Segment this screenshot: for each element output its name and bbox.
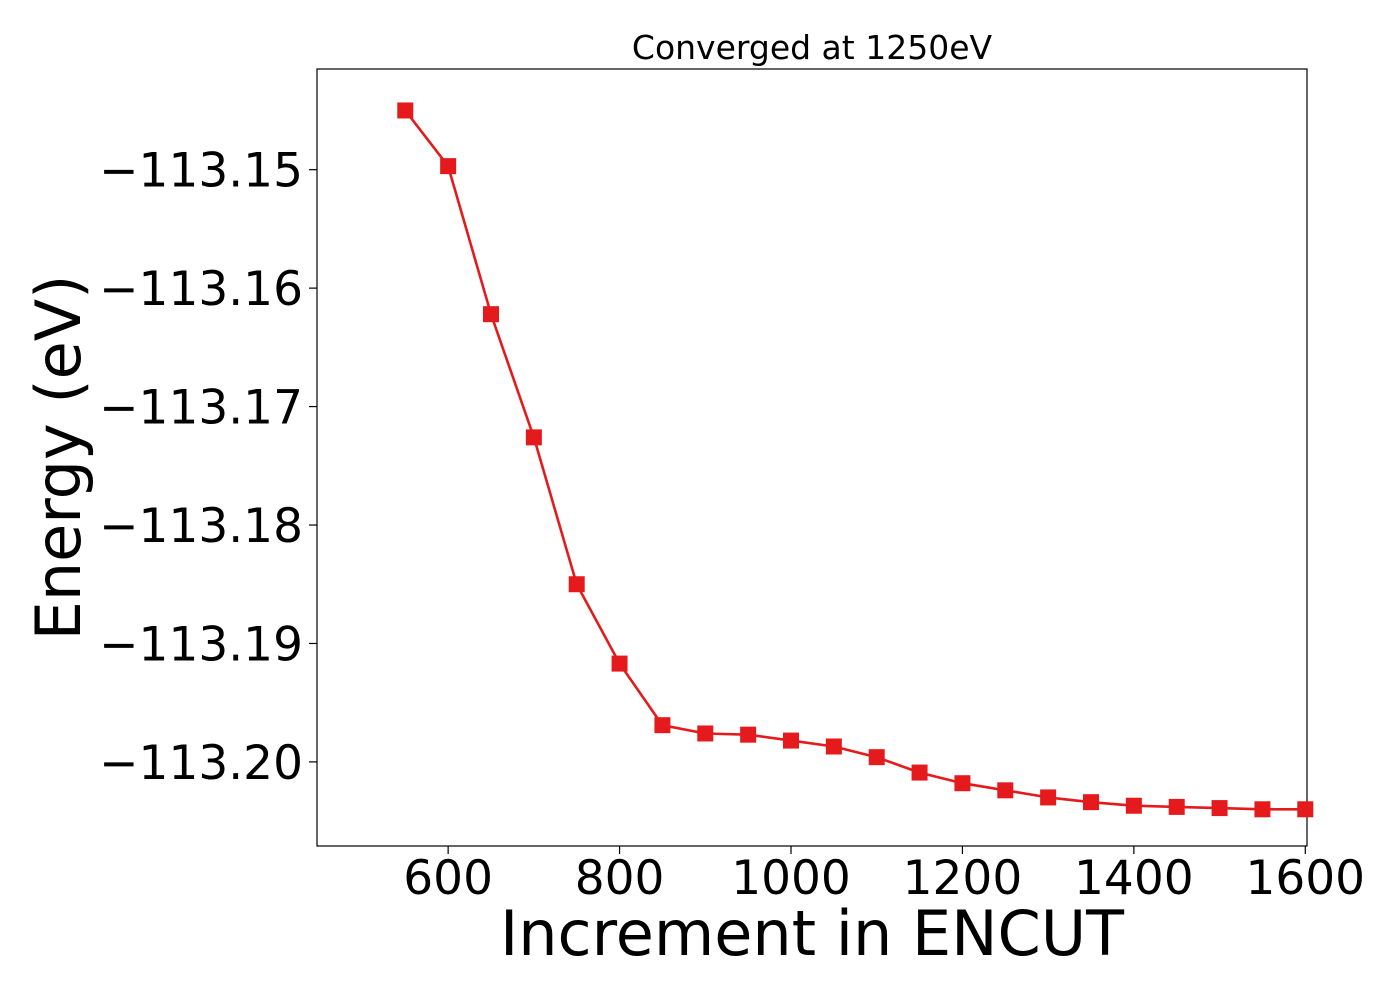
- x-tick-label: 1200: [903, 851, 1023, 906]
- y-tick-label: −113.16: [99, 262, 303, 317]
- x-tick-label: 600: [403, 851, 493, 906]
- data-point: [397, 102, 414, 119]
- data-point: [1211, 800, 1228, 817]
- data-point: [997, 782, 1014, 799]
- x-axis-label: Increment in ENCUT: [500, 897, 1125, 970]
- data-point: [1297, 801, 1314, 818]
- x-tick-label: 1400: [1074, 851, 1194, 906]
- data-point: [1083, 794, 1099, 811]
- data-point: [954, 775, 971, 792]
- plot-area: 600 800 1000 1200 1400 1600 −113.15 −113.16 −113…: [99, 68, 1365, 906]
- data-point: [740, 726, 757, 743]
- data-point: [525, 429, 542, 446]
- data-point: [654, 717, 671, 734]
- data-point: [697, 725, 714, 742]
- y-tick-label: −113.20: [99, 736, 303, 791]
- data-point: [825, 738, 842, 755]
- data-point: [911, 764, 928, 781]
- data-point: [868, 749, 885, 766]
- x-tick-label: 800: [575, 851, 665, 906]
- data-point: [483, 306, 499, 323]
- series-line: [404, 109, 1306, 811]
- y-tick-label: −113.19: [99, 617, 303, 672]
- y-tick-label: −113.15: [99, 144, 303, 199]
- data-point: [1254, 801, 1271, 818]
- data-point: [1168, 798, 1185, 815]
- data-point: [1125, 797, 1142, 814]
- x-tick-label: 1000: [731, 851, 851, 906]
- data-point: [611, 655, 628, 672]
- x-tick-label: 1600: [1245, 851, 1365, 906]
- data-point: [440, 158, 457, 175]
- data-point: [783, 732, 799, 749]
- y-tick-label: −113.18: [99, 499, 303, 554]
- y-axis-label: Energy (eV): [22, 275, 95, 641]
- plot-frame: [316, 68, 1308, 847]
- data-point: [1040, 789, 1057, 806]
- chart-title: Converged at 1250eV: [632, 28, 993, 67]
- data-point: [568, 576, 585, 593]
- y-tick-label: −113.17: [99, 381, 303, 436]
